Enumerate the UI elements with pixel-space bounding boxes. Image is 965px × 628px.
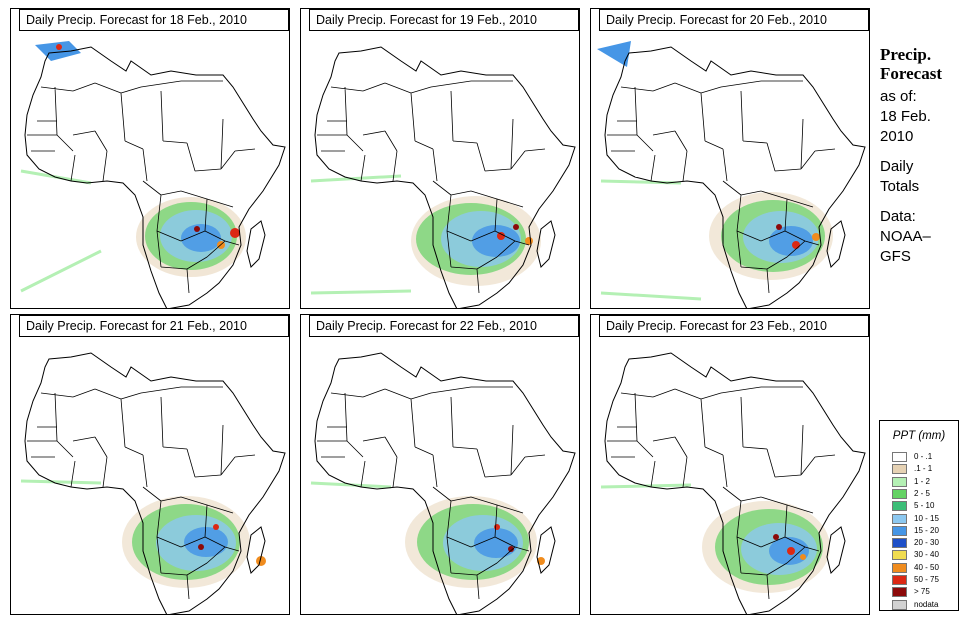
legend-label: > 75 xyxy=(914,587,930,597)
forecast-panel-6: Daily Precip. Forecast for 23 Feb., 2010 xyxy=(590,314,870,615)
legend-swatch xyxy=(892,464,907,475)
as-of-date: 18 Feb. xyxy=(880,108,931,125)
forecast-panel-4: Daily Precip. Forecast for 21 Feb., 2010 xyxy=(10,314,290,615)
panel-title: Daily Precip. Forecast for 18 Feb., 2010 xyxy=(19,9,289,31)
daily-label: Daily xyxy=(880,158,914,175)
legend-item: 0 - .1 xyxy=(892,452,958,463)
legend-item: 50 - 75 xyxy=(892,575,958,586)
forecast-panel-5: Daily Precip. Forecast for 22 Feb., 2010 xyxy=(300,314,580,615)
legend-label: 30 - 40 xyxy=(914,550,939,560)
as-of-year: 2010 xyxy=(880,128,914,145)
legend-item: 1 - 2 xyxy=(892,476,958,488)
as-of-label: as of: xyxy=(880,88,917,105)
panel-title: Daily Precip. Forecast for 20 Feb., 2010 xyxy=(599,9,869,31)
forecast-map xyxy=(20,41,286,309)
legend-swatch xyxy=(892,599,907,610)
legend-label: 2 - 5 xyxy=(914,488,931,498)
legend-item: 40 - 50 xyxy=(892,562,958,574)
legend-label: 20 - 30 xyxy=(914,538,939,548)
panel-title: Daily Precip. Forecast for 19 Feb., 2010 xyxy=(309,9,579,31)
legend-label: 0 - .1 xyxy=(914,452,933,461)
legend-item: 30 - 40 xyxy=(892,550,958,561)
legend-item: 15 - 20 xyxy=(892,525,958,537)
legend-label: 10 - 15 xyxy=(914,513,939,523)
legend-label: 15 - 20 xyxy=(914,525,939,535)
legend-swatch xyxy=(892,562,907,573)
legend-label: 5 - 10 xyxy=(914,501,935,511)
forecast-map xyxy=(597,41,866,309)
forecast-panel-1: Daily Precip. Forecast for 18 Feb., 2010 xyxy=(10,8,290,309)
legend-item: 20 - 30 xyxy=(892,538,958,549)
heading-forecast: Forecast xyxy=(880,64,942,83)
legend-swatch xyxy=(892,452,907,462)
legend-swatch xyxy=(892,587,907,598)
totals-label: Totals xyxy=(880,178,920,195)
legend-swatch xyxy=(892,488,907,499)
heading-precip: Precip. xyxy=(880,45,932,64)
forecast-panel-2: Daily Precip. Forecast for 19 Feb., 2010 xyxy=(300,8,580,309)
legend-swatch xyxy=(892,501,907,512)
legend-item: nodata xyxy=(892,599,958,611)
forecast-map xyxy=(310,352,576,615)
legend-swatch xyxy=(892,476,907,487)
legend-label: .1 - 1 xyxy=(914,464,933,474)
legend-swatch xyxy=(892,513,907,524)
legend-item: 2 - 5 xyxy=(892,488,958,500)
panel-title: Daily Precip. Forecast for 23 Feb., 2010 xyxy=(599,315,869,337)
forecast-map xyxy=(600,352,866,615)
legend-item: .1 - 1 xyxy=(892,464,958,475)
legend-item: 10 - 15 xyxy=(892,513,958,525)
legend-swatch xyxy=(892,538,907,549)
legend-swatch xyxy=(892,550,907,561)
precip-legend: PPT (mm) 0 - .1 .1 - 1 1 - 2 2 - 5 5 - 10 10 … xyxy=(879,420,959,611)
legend-label: nodata xyxy=(914,599,939,609)
data-source-1: NOAA– xyxy=(880,228,931,245)
legend-item: > 75 xyxy=(892,587,958,598)
panel-title: Daily Precip. Forecast for 21 Feb., 2010 xyxy=(19,315,289,337)
legend-swatch xyxy=(892,575,907,585)
forecast-info: Precip. Forecast as of: 18 Feb. 2010 Dai… xyxy=(880,45,964,267)
legend-label: 40 - 50 xyxy=(914,562,939,572)
legend-label: 50 - 75 xyxy=(914,575,939,584)
forecast-map xyxy=(20,352,286,615)
panel-title: Daily Precip. Forecast for 22 Feb., 2010 xyxy=(309,315,579,337)
legend-title: PPT (mm) xyxy=(892,430,946,442)
data-source-2: GFS xyxy=(880,248,911,265)
legend-item: 5 - 10 xyxy=(892,501,958,512)
forecast-map xyxy=(310,46,576,309)
forecast-panel-3: Daily Precip. Forecast for 20 Feb., 2010 xyxy=(590,8,870,309)
legend-label: 1 - 2 xyxy=(914,476,931,486)
data-label: Data: xyxy=(880,208,916,225)
legend-swatch xyxy=(892,525,907,536)
